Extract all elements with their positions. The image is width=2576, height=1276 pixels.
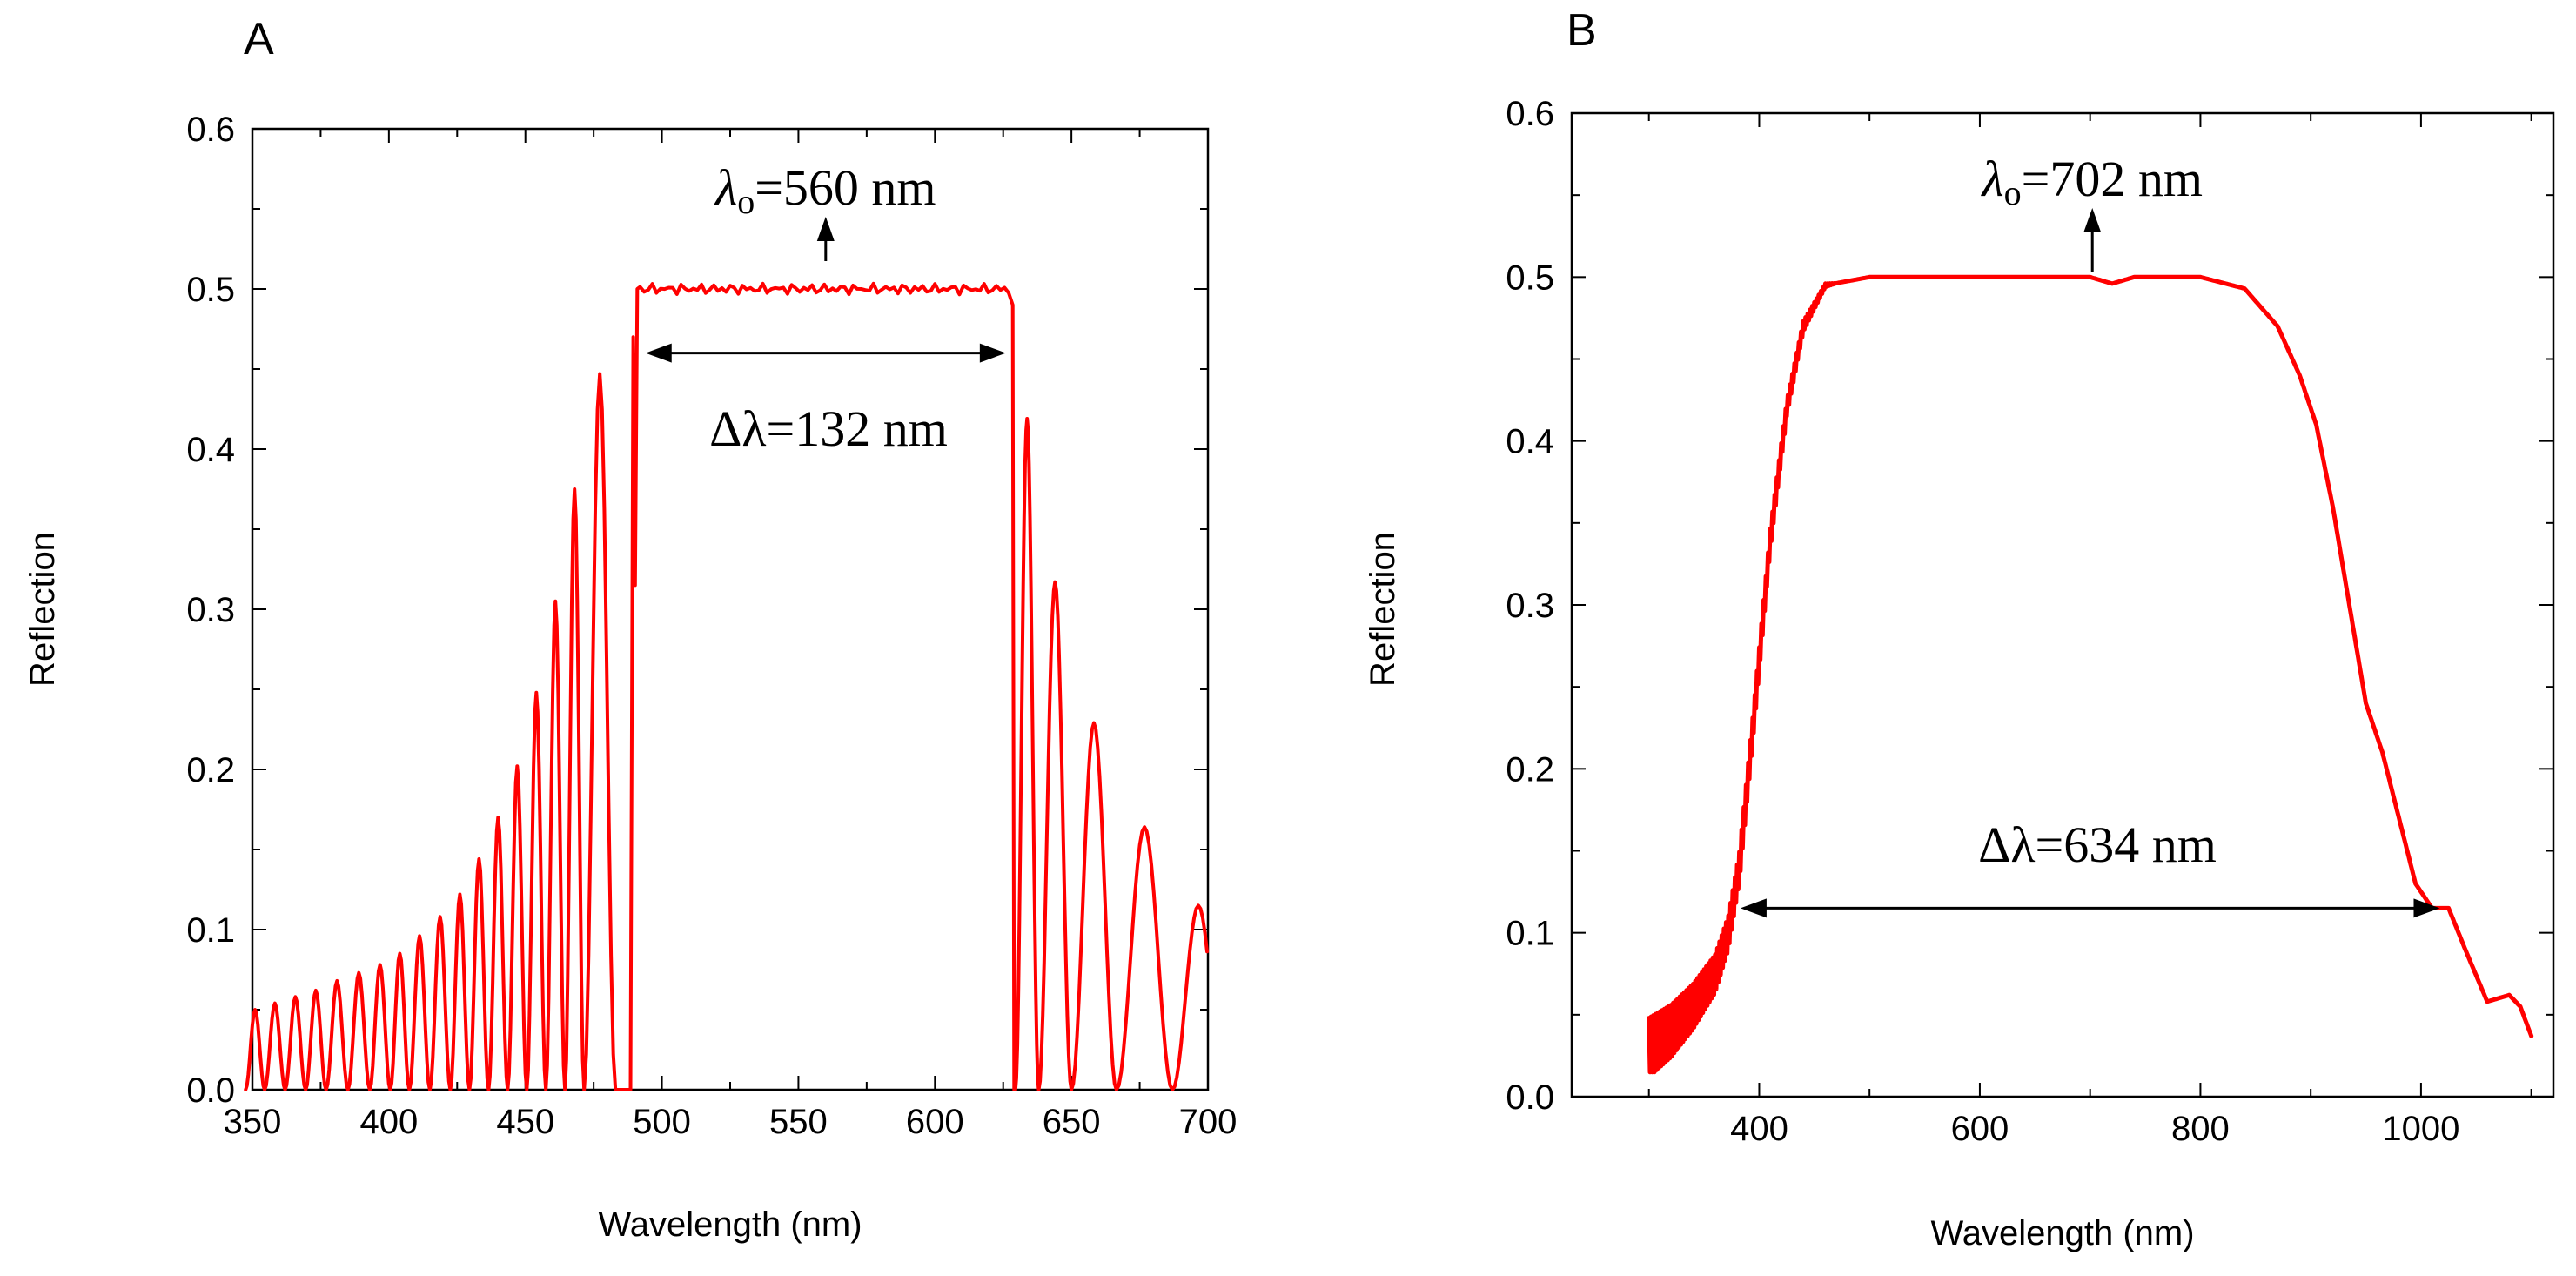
panel-b-bandwidth-label: Δλ=634 nm [1978, 816, 2217, 873]
panel-b-center-wavelength-label: λo=702 nm [1980, 151, 2202, 212]
panel-b-bandwidth-arrow-left-head [1740, 898, 1767, 918]
panel-a-y-tick-label: 0.0 [186, 1071, 235, 1110]
panel-b-x-tick-label: 600 [1951, 1110, 2009, 1148]
panel-b-y-axis-title: Reflection [1364, 532, 1402, 687]
panel-a-y-axis-title: Reflection [23, 532, 62, 687]
panel-b-ticks: 400 600 800 1000 0.0 0.1 0.2 0.3 0.4 0.5 0.6 [1506, 95, 2553, 1148]
panel-a-ticks: 350 400 450 500 550 600 650 700 0.0 0.1 0.2 0.3 0.4 0… [186, 111, 1237, 1141]
panel-a-center-value: =560 nm [755, 159, 936, 216]
panel-a-bandwidth-arrow-left-head [645, 343, 672, 363]
panel-b-center-arrow-head [2083, 208, 2102, 232]
panel-a-bandwidth-label: Δλ=132 nm [709, 400, 948, 457]
panel-b-y-tick-label: 0.1 [1506, 915, 1554, 953]
panel-b-lambda-subscript: o [2004, 173, 2022, 212]
panel-a-bandwidth-arrow-right-head [979, 343, 1006, 363]
panel-a-x-tick-label: 400 [359, 1103, 418, 1141]
panel-a-x-tick-label: 450 [496, 1103, 554, 1141]
panel-a-y-tick-label: 0.6 [186, 111, 235, 149]
panel-b-annotations: λo=702 nm Δλ=634 nm [1740, 151, 2440, 918]
panel-b-x-tick-label: 1000 [2382, 1110, 2459, 1148]
panel-a-x-tick-label: 650 [1043, 1103, 1101, 1141]
panel-b-y-tick-label: 0.5 [1506, 259, 1554, 297]
panel-a-y-tick-label: 0.2 [186, 751, 235, 789]
panel-a-x-tick-label: 600 [906, 1103, 964, 1141]
panel-b-y-tick-label: 0.3 [1506, 587, 1554, 625]
panel-a-y-tick-label: 0.1 [186, 911, 235, 950]
panel-b-reflection-curve [1647, 274, 2534, 1075]
panel-a-y-tick-label: 0.5 [186, 271, 235, 309]
panel-b-center-value: =702 nm [2022, 151, 2203, 207]
panel-a-lambda-symbol: λ [714, 159, 737, 216]
panel-a-x-axis-title: Wavelength (nm) [598, 1205, 862, 1244]
panel-b-y-tick-label: 0.6 [1506, 95, 1554, 133]
panel-a: A 350 400 450 500 550 600 650 700 0.0 0.1 0.2 0.3 0.… [23, 14, 1237, 1244]
panel-b-x-tick-label: 800 [2171, 1110, 2230, 1148]
panel-a-series-line [244, 281, 1209, 1091]
panel-a-lambda-subscript: o [737, 182, 755, 221]
panel-a-center-wavelength-label: λo=560 nm [714, 159, 936, 221]
panel-b-bandwidth-arrow-right-head [2413, 898, 2440, 918]
panel-b-y-tick-label: 0.2 [1506, 750, 1554, 789]
panel-a-annotations: λo=560 nm Δλ=132 nm [645, 159, 1006, 457]
panel-b-label: B [1566, 5, 1597, 56]
panel-a-x-tick-label: 350 [224, 1103, 282, 1141]
panel-b-x-tick-label: 400 [1730, 1110, 1788, 1148]
panel-b: B 400 600 800 1000 0.0 0.1 0.2 0.3 0.4 0.5 0.6 λo=… [1364, 5, 2555, 1252]
panel-a-center-arrow-head [816, 217, 835, 241]
panel-a-label: A [244, 14, 274, 64]
panel-a-reflection-curve [244, 281, 1209, 1091]
panel-b-series-line [1647, 274, 2534, 1075]
panel-b-y-tick-label: 0.4 [1506, 423, 1554, 461]
panel-a-y-tick-label: 0.3 [186, 591, 235, 629]
panel-b-lambda-symbol: λ [1980, 151, 2003, 207]
panel-a-y-tick-label: 0.4 [186, 431, 235, 469]
panel-b-x-axis-title: Wavelength (nm) [1930, 1214, 2194, 1252]
panel-a-x-tick-label: 700 [1179, 1103, 1238, 1141]
panel-b-y-tick-label: 0.0 [1506, 1078, 1554, 1117]
panel-a-x-tick-label: 500 [633, 1103, 691, 1141]
panel-a-x-tick-label: 550 [769, 1103, 828, 1141]
